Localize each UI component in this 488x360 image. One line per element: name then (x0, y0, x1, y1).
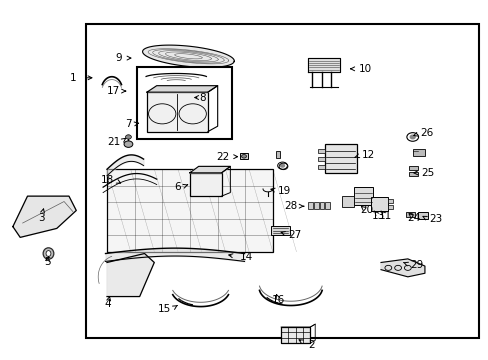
Text: 5: 5 (43, 257, 50, 267)
Text: 21: 21 (107, 138, 120, 147)
Text: 13: 13 (371, 211, 385, 221)
Bar (313, 202, 318, 210)
Text: 15: 15 (158, 304, 171, 314)
Polygon shape (307, 58, 339, 72)
Text: 8: 8 (199, 93, 205, 103)
Text: 26: 26 (419, 129, 432, 138)
Bar (341, 196, 353, 207)
Bar (406, 212, 414, 217)
Bar (189, 173, 221, 196)
Bar (137, 67, 232, 139)
Circle shape (409, 135, 414, 139)
Polygon shape (147, 86, 217, 92)
Bar (412, 149, 424, 156)
Text: 2: 2 (307, 340, 314, 350)
Bar (387, 199, 392, 203)
Text: 22: 22 (216, 152, 229, 162)
Bar (276, 150, 280, 158)
Bar (86, 24, 478, 338)
Bar (319, 202, 324, 210)
Text: 6: 6 (174, 182, 181, 192)
Polygon shape (189, 166, 230, 173)
Bar (271, 226, 289, 234)
Text: 11: 11 (379, 211, 392, 221)
Text: 28: 28 (284, 201, 297, 211)
Text: 3: 3 (38, 213, 44, 222)
Polygon shape (142, 45, 234, 67)
Polygon shape (13, 196, 76, 237)
Bar (317, 149, 325, 153)
Bar (281, 327, 310, 343)
Circle shape (124, 141, 133, 147)
Text: 9: 9 (115, 53, 122, 63)
Circle shape (241, 154, 246, 158)
Ellipse shape (46, 251, 51, 256)
Bar (353, 187, 372, 205)
Bar (307, 202, 312, 210)
Bar (387, 205, 392, 210)
Text: 19: 19 (277, 186, 290, 196)
Text: 10: 10 (358, 64, 371, 74)
Text: 1: 1 (69, 73, 76, 83)
Bar (325, 202, 330, 210)
Text: 4: 4 (104, 299, 111, 309)
Text: 23: 23 (428, 215, 441, 224)
Text: 7: 7 (124, 120, 131, 129)
Text: 20: 20 (359, 206, 372, 216)
Circle shape (280, 164, 284, 167)
Text: 24: 24 (407, 213, 420, 223)
Text: 29: 29 (409, 260, 423, 270)
Text: 17: 17 (106, 86, 120, 96)
Text: 16: 16 (271, 295, 285, 305)
Text: 14: 14 (239, 252, 252, 262)
Bar (317, 165, 325, 169)
Ellipse shape (43, 248, 54, 259)
Bar (147, 92, 207, 132)
Bar (107, 169, 272, 252)
Circle shape (125, 135, 131, 139)
Text: 25: 25 (420, 168, 433, 178)
Bar (317, 157, 325, 161)
Bar (408, 172, 417, 176)
Bar (325, 144, 356, 173)
Text: 12: 12 (361, 150, 374, 160)
Bar (417, 212, 427, 219)
Polygon shape (107, 253, 154, 297)
Bar (239, 153, 248, 159)
Text: 27: 27 (288, 230, 301, 239)
Text: 18: 18 (101, 175, 114, 185)
Bar (408, 166, 417, 170)
Bar (370, 197, 387, 211)
Polygon shape (380, 259, 424, 277)
